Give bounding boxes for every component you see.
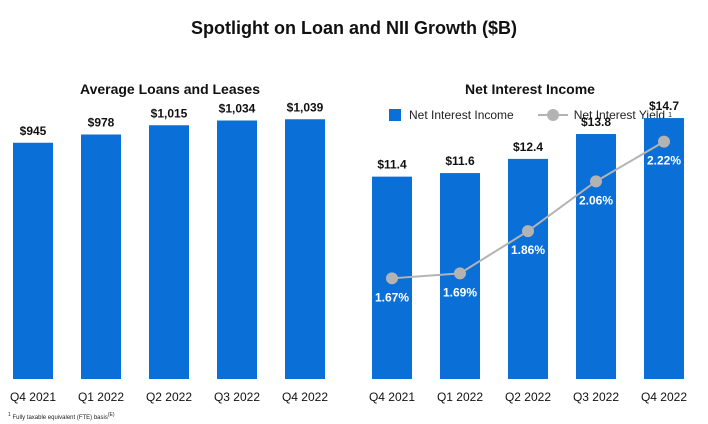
nii-bar: [576, 134, 616, 379]
loans-x-tick-label: Q3 2022: [214, 390, 260, 404]
loans-bar: [285, 119, 325, 379]
legend-yield-superscript: 1: [668, 111, 673, 119]
nii-bar: [644, 118, 684, 379]
loans-value-label: $1,034: [219, 102, 256, 116]
nii-chart-title: Net Interest Income: [465, 81, 595, 97]
nii-x-tick-label: Q3 2022: [573, 390, 619, 404]
loans-value-label: $978: [88, 116, 115, 130]
loans-bar: [81, 134, 121, 379]
nii-value-label: $14.7: [649, 99, 679, 113]
loans-chart-title: Average Loans and Leases: [79, 81, 260, 97]
yield-point: [454, 267, 466, 280]
nii-value-label: $12.4: [513, 140, 543, 154]
page-title: Spotlight on Loan and NII Growth ($B): [191, 18, 517, 38]
yield-point: [658, 135, 670, 148]
loans-value-label: $945: [20, 124, 47, 138]
nii-value-label: $13.8: [581, 115, 611, 129]
loans-x-tick-label: Q4 2022: [282, 390, 328, 404]
nii-x-tick-label: Q1 2022: [437, 390, 483, 404]
nii-x-tick-label: Q4 2022: [641, 390, 687, 404]
yield-point: [522, 225, 534, 238]
loans-x-tick-label: Q2 2022: [146, 390, 192, 404]
footnote-text: Fully taxable equivalent (FTE) basis: [12, 415, 108, 421]
yield-value-label: 2.22%: [647, 154, 681, 168]
loans-bar: [217, 120, 257, 379]
yield-point: [386, 272, 398, 285]
loans-x-tick-label: Q1 2022: [78, 390, 124, 404]
loans-bar: [149, 125, 189, 379]
nii-bar: [508, 158, 548, 379]
yield-point: [590, 175, 602, 188]
legend-swatch-nii: [389, 109, 401, 121]
legend-label-nii: Net Interest Income: [409, 108, 514, 122]
nii-value-label: $11.6: [445, 154, 475, 168]
loans-value-label: $1,015: [151, 106, 188, 120]
loans-value-label: $1,039: [287, 100, 324, 114]
yield-value-label: 2.06%: [579, 193, 613, 207]
yield-value-label: 1.67%: [375, 290, 409, 304]
nii-x-tick-label: Q4 2021: [369, 390, 415, 404]
yield-value-label: 1.69%: [443, 285, 477, 299]
loans-bar: [13, 142, 53, 379]
yield-value-label: 1.86%: [511, 243, 545, 257]
footnote-ref: (E): [107, 412, 115, 418]
footnote-marker: 1: [8, 412, 11, 418]
nii-legend: Net Interest Income Net Interest Yield 1: [389, 108, 672, 122]
nii-x-tick-label: Q2 2022: [505, 390, 551, 404]
loans-x-tick-label: Q4 2021: [10, 390, 56, 404]
legend-line-icon: [537, 108, 568, 122]
legend-label-yield: Net Interest Yield: [573, 108, 666, 122]
footnote: 1 Fully taxable equivalent (FTE) basis(E…: [8, 412, 115, 421]
nii-value-label: $11.4: [377, 158, 407, 172]
